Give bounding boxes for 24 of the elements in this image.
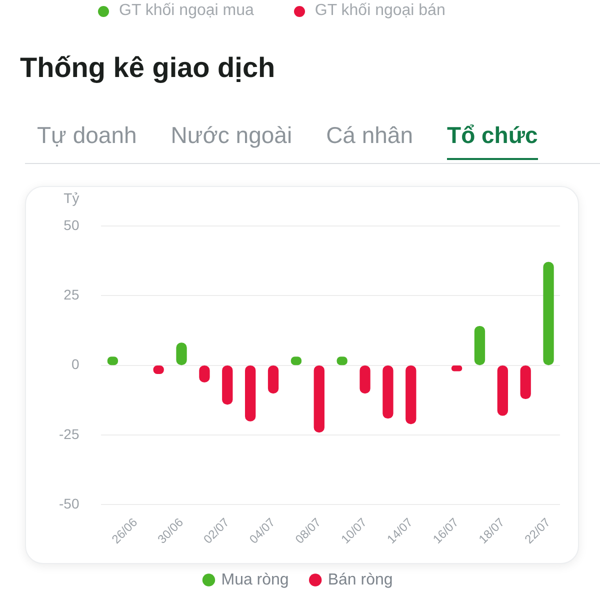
y-axis-title: Tỷ (64, 190, 80, 206)
legend-label: Mua ròng (221, 571, 289, 588)
legend-label: Bán ròng (328, 571, 393, 588)
text: GT khối ngoại mua (119, 2, 254, 20)
y-tick-label: 25 (64, 286, 80, 303)
bar (474, 326, 486, 366)
chart-title: Thống kê giao dịch (20, 52, 276, 84)
text: Cá nhân (326, 122, 414, 148)
bar (245, 365, 256, 422)
y-tick-label: 50 (64, 216, 80, 233)
y-tick-label: 0 (71, 356, 80, 372)
text: Tự doanh (37, 122, 137, 148)
bar (543, 262, 554, 366)
bar (222, 365, 233, 405)
bar (382, 365, 394, 419)
bar (520, 365, 531, 400)
bar (497, 365, 508, 416)
text: Nước ngoài (170, 122, 292, 148)
text: GT khối ngoại bán (314, 2, 446, 20)
text: Tổ chức (447, 122, 538, 148)
y-tick-label: -25 (59, 426, 80, 442)
y-tick-label: -50 (59, 495, 80, 512)
bar (406, 365, 416, 424)
bar (314, 365, 324, 432)
